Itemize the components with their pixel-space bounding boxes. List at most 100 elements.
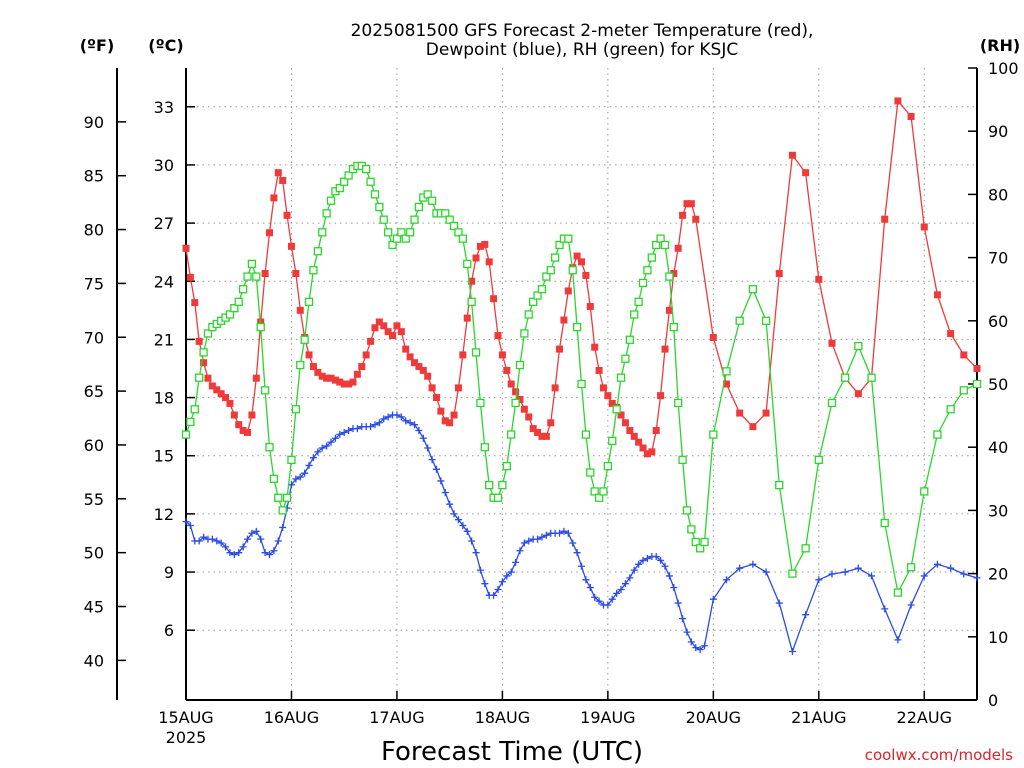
temperature-point: [380, 322, 388, 330]
rh-point: [445, 215, 454, 224]
rh-point: [546, 266, 555, 275]
temperature-point: [749, 423, 757, 431]
dewpoint-point: [301, 469, 309, 477]
temperature-point: [362, 351, 370, 359]
temperature-point: [406, 353, 414, 361]
x-tick-label: 17AUG: [369, 708, 424, 727]
temperature-point: [191, 299, 199, 307]
dewpoint-point: [723, 576, 731, 584]
dewpoint-point: [670, 584, 678, 592]
y-tick-label-fahrenheit: 85: [84, 167, 104, 186]
rh-point: [643, 266, 652, 275]
dewpoint-point: [881, 605, 889, 613]
x-tick-label: 21AUG: [791, 708, 846, 727]
rh-point: [274, 493, 283, 502]
rh-point: [537, 285, 547, 294]
dewpoint-point: [621, 580, 629, 588]
dewpoint-point: [248, 529, 256, 537]
rh-point: [313, 247, 322, 256]
temperature-point: [947, 330, 955, 338]
dewpoint-point: [595, 597, 603, 605]
dewpoint-point: [854, 564, 862, 572]
y-tick-label-celsius: 6: [164, 621, 174, 640]
temperature-point: [437, 407, 445, 415]
rh-line: [185, 165, 978, 595]
y-tick-label-celsius: 30: [154, 156, 174, 175]
dewpoint-point: [665, 572, 673, 580]
rh-point: [906, 563, 916, 572]
rh-point: [480, 443, 489, 452]
temperature-point: [371, 324, 379, 332]
temperature-point: [459, 351, 467, 359]
rh-point: [515, 360, 525, 370]
dewpoint-point: [222, 543, 230, 551]
dewpoint-point: [534, 535, 542, 543]
dewpoint-point: [411, 421, 419, 429]
dewpoint-point: [582, 576, 590, 584]
dewpoint-point: [604, 601, 612, 609]
dewpoint-line: [185, 414, 978, 654]
rh-point: [287, 455, 296, 464]
dewpoint-point: [331, 434, 339, 442]
rh-point: [379, 215, 388, 224]
rh-point: [665, 272, 674, 281]
temperature-point: [476, 242, 484, 250]
rh-point: [300, 335, 309, 344]
rh-point: [761, 316, 771, 325]
rh-point: [493, 493, 503, 502]
temperature-point: [674, 244, 682, 252]
rh-point: [449, 221, 459, 231]
temperature-point: [854, 390, 862, 398]
dewpoint-point: [340, 428, 348, 436]
y-tick-label-fahrenheit: 90: [84, 113, 104, 132]
temperature-point: [815, 275, 823, 283]
y-tick-label-fahrenheit: 75: [84, 274, 104, 293]
temperature-point: [463, 314, 471, 322]
rh-point: [748, 285, 758, 294]
y-tick-label-celsius: 27: [154, 214, 174, 233]
temperature-point: [626, 427, 634, 435]
rh-point: [630, 310, 639, 319]
temperature-point: [485, 258, 493, 266]
dewpoint-point: [402, 417, 410, 425]
rh-point: [296, 360, 305, 370]
dewpoint-point: [323, 442, 331, 450]
rh-point: [959, 386, 968, 395]
y-tick-label-rh: 40: [988, 438, 1008, 457]
rh-point: [520, 329, 529, 338]
dewpoint-point: [560, 527, 568, 535]
rh-point: [265, 443, 274, 452]
rh-point: [669, 322, 678, 332]
rh-point: [502, 462, 511, 471]
dewpoint-point: [182, 518, 190, 526]
rh-point: [335, 183, 344, 193]
y-tick-label-rh: 60: [988, 312, 1008, 331]
rh-point: [454, 228, 463, 237]
temperature-point: [248, 411, 256, 419]
rh-point: [243, 272, 252, 281]
temperature-point: [538, 432, 546, 440]
y-tick-label-rh: 70: [988, 249, 1008, 268]
dewpoint-point: [947, 564, 955, 572]
dewpoint-point: [230, 551, 238, 559]
dewpoint-point: [564, 529, 572, 537]
dewpoint-point: [657, 556, 665, 564]
temperature-point: [323, 374, 331, 382]
temperature-point: [270, 194, 278, 202]
y-tick-label-fahrenheit: 65: [84, 382, 104, 401]
x-tick-label: 22AUG: [897, 708, 952, 727]
rh-point: [586, 468, 595, 477]
temperature-point: [226, 399, 234, 407]
temperature-point: [472, 254, 480, 262]
temperature-point: [235, 421, 243, 429]
temperature-point: [279, 176, 287, 184]
rh-point: [625, 335, 634, 344]
dewpoint-point: [428, 456, 436, 464]
dewpoint-point: [573, 549, 581, 557]
temperature-point: [933, 291, 941, 299]
dewpoint-point: [235, 549, 243, 557]
y-left-unit: (ºF): [80, 36, 115, 55]
dewpoint-point: [406, 419, 414, 427]
temperature-point: [516, 396, 524, 404]
dewpoint-point: [749, 560, 757, 568]
